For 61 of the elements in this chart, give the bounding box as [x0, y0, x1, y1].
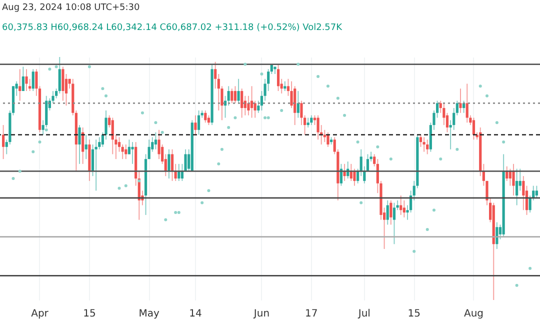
point: [343, 114, 346, 117]
x-tick-label: May: [138, 308, 160, 320]
point: [124, 184, 128, 188]
x-tick-label: 15: [83, 308, 96, 320]
x-tick-label: 15: [408, 308, 420, 320]
point: [177, 211, 180, 214]
point: [439, 158, 442, 161]
point: [280, 108, 284, 112]
point: [412, 250, 416, 253]
point: [101, 87, 104, 90]
point: [104, 94, 108, 98]
point: [336, 96, 340, 100]
point: [376, 145, 380, 148]
text: 60,375.83 H60,968.24 L60,342.14 C60,687.02 +311.18 (+0.52%) Vol2.57K: [2, 23, 344, 33]
x-tick-label: 17: [305, 308, 318, 320]
point: [495, 121, 498, 124]
point: [234, 116, 237, 120]
point: [220, 148, 224, 151]
point: [38, 140, 42, 144]
point: [389, 158, 392, 161]
x-tick-label: Jul: [357, 308, 370, 320]
point: [515, 284, 518, 287]
point: [32, 150, 35, 154]
point: [118, 186, 121, 190]
point: [426, 228, 429, 232]
point: [227, 126, 230, 129]
point: [88, 65, 91, 68]
point: [478, 84, 482, 88]
point: [138, 179, 141, 182]
point: [154, 121, 158, 124]
point: [217, 162, 220, 166]
point: [296, 62, 300, 66]
point: [456, 148, 459, 151]
point: [244, 62, 247, 66]
point: [316, 74, 320, 78]
point: [360, 201, 363, 204]
x-tick-label: Aug: [464, 308, 484, 320]
point: [48, 68, 52, 71]
point: [140, 111, 144, 114]
point: [164, 218, 168, 222]
text: Aug 23, 2024 10:08 UTC+5:30: [2, 3, 140, 13]
point: [264, 116, 267, 120]
point: [12, 177, 15, 180]
point: [266, 116, 270, 120]
point: [528, 266, 532, 270]
point: [200, 201, 204, 204]
point: [502, 140, 506, 144]
point: [174, 211, 178, 214]
point: [485, 94, 488, 98]
point: [207, 189, 210, 192]
point: [432, 208, 436, 212]
point: [356, 140, 360, 144]
point: [18, 170, 22, 173]
x-tick-label: Apr: [31, 308, 50, 320]
x-tick-label: 14: [189, 308, 202, 320]
point: [54, 65, 58, 68]
point: [160, 130, 164, 134]
point: [260, 72, 264, 76]
x-tick-label: Jun: [252, 308, 270, 320]
point: [326, 84, 330, 88]
point: [44, 128, 48, 132]
